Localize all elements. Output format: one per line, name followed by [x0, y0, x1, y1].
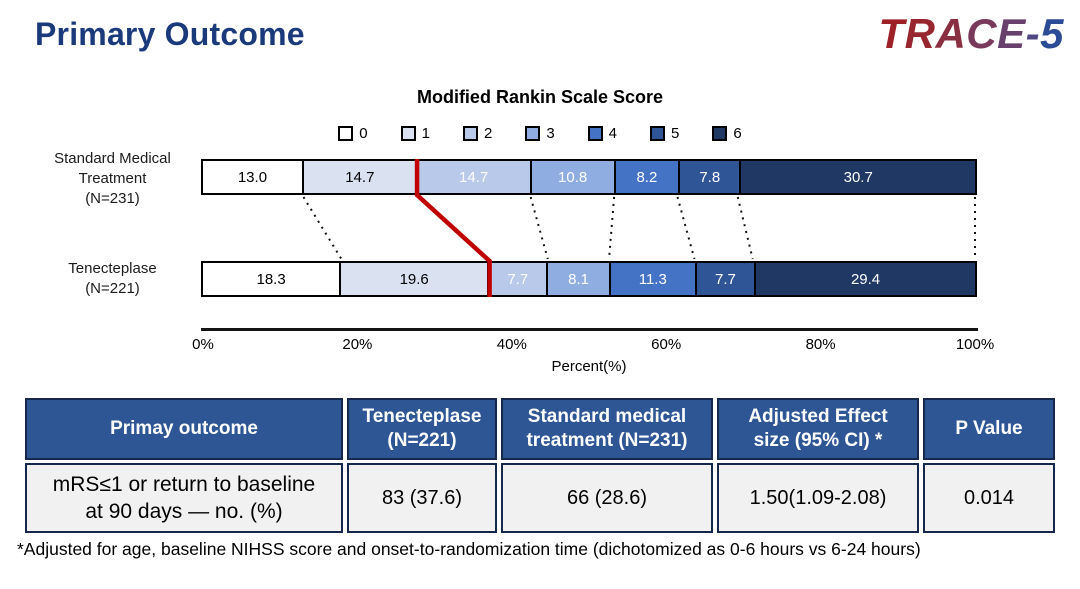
bar-tenecteplase: 18.3 19.6 7.7 8.1 11.3 7.7 29.4: [201, 261, 977, 297]
legend-label: 2: [483, 125, 493, 142]
mrs-stacked-bar-chart: Modified Rankin Scale Score 0 1 2 3 4 5 6 Stan…: [0, 85, 1080, 397]
legend-swatch: [462, 126, 478, 141]
legend-swatch: [587, 126, 603, 141]
bar-segment-mrs-4: 11.3: [610, 263, 697, 295]
table-cell: 0.014: [923, 463, 1055, 533]
chart-title: Modified Rankin Scale Score: [416, 87, 664, 107]
primary-outcome-table: Primay outcome Tenecteplase (N=221) Standa…: [25, 398, 1055, 533]
x-axis-tick: 60%: [651, 336, 682, 353]
bar-segment-mrs-5: 7.7: [696, 263, 757, 295]
legend-label: 0: [359, 125, 368, 142]
x-axis-line: [201, 328, 978, 331]
legend-label: 3: [546, 125, 555, 142]
dotted-connector-line: [529, 196, 549, 260]
table-header-cell: Tenecteplase (N=221): [347, 398, 497, 460]
row-label-standard-medical-treatment: Standard Medical Treatment (N=231): [54, 150, 171, 207]
dotted-connector-line: [676, 196, 696, 260]
logo-letter: -: [1025, 10, 1041, 57]
bar-segment-mrs-6: 30.7: [741, 161, 975, 193]
dotted-connector-line: [736, 196, 754, 260]
bar-segment-mrs-3: 8.1: [548, 263, 611, 295]
table-header-cell: Standard medical treatment (N=231): [501, 398, 713, 460]
chart-legend: 0 1 2 3 4 5 6: [0, 125, 1080, 142]
table-cell: 1.50(1.09-2.08): [717, 463, 919, 533]
bar-segment-mrs-5: 7.8: [680, 161, 742, 193]
trace5-logo: TRACE-5: [878, 10, 1064, 58]
logo-letter: E: [997, 10, 1026, 57]
legend-item-mrs-1: 1: [400, 125, 430, 142]
row-label-tenecteplase: Tenecteplase (N=221): [68, 260, 157, 297]
legend-swatch: [338, 126, 354, 141]
x-axis-label: Percent(%): [551, 358, 627, 375]
bar-segment-mrs-2: 7.7: [489, 263, 549, 295]
legend-swatch: [525, 126, 541, 141]
bar-segment-mrs-2: 14.7: [417, 161, 532, 193]
dotted-connector-line: [608, 196, 616, 260]
legend-item-mrs-6: 6: [712, 125, 742, 142]
legend-label: 1: [421, 125, 430, 142]
legend-item-mrs-3: 3: [525, 125, 555, 142]
table-header-cell: Adjusted Effect size (95% CI) *: [717, 398, 919, 460]
page-title: Primary Outcome: [35, 16, 305, 52]
table-cell: 66 (28.6): [501, 463, 713, 533]
footnote: *Adjusted for age, baseline NIHSS score …: [17, 539, 921, 559]
legend-swatch: [400, 126, 416, 141]
table-header-cell: P Value: [923, 398, 1055, 460]
legend-label: 6: [733, 125, 742, 142]
bar-segment-mrs-1: 14.7: [303, 161, 418, 193]
logo-letter: R: [904, 10, 936, 57]
bar-segment-mrs-4: 8.2: [615, 161, 681, 193]
table-header-cell: Primay outcome: [25, 398, 343, 460]
bar-segment-mrs-0: 13.0: [203, 161, 304, 193]
x-axis-tick: 80%: [805, 336, 836, 353]
legend-swatch: [712, 126, 728, 141]
logo-letter: 5: [1040, 10, 1064, 57]
table-cell: mRS≤1 or return to baseline at 90 days —…: [25, 463, 343, 533]
bar-segment-mrs-0: 18.3: [203, 263, 342, 295]
table-cell: 83 (37.6): [347, 463, 497, 533]
bar-segment-mrs-6: 29.4: [756, 263, 975, 295]
bar-segment-mrs-3: 10.8: [531, 161, 616, 193]
logo-letter: C: [966, 10, 998, 57]
legend-item-mrs-5: 5: [650, 125, 679, 142]
legend-item-mrs-4: 4: [587, 125, 618, 142]
x-axis-tick: 100%: [955, 336, 995, 353]
legend-item-mrs-2: 2: [462, 125, 493, 142]
legend-item-mrs-0: 0: [338, 125, 368, 142]
legend-label: 5: [671, 125, 680, 142]
legend-swatch: [650, 126, 666, 141]
x-axis-tick: 20%: [342, 336, 373, 353]
legend-label: 4: [608, 125, 618, 142]
logo-letter: A: [935, 10, 967, 57]
bar-segment-mrs-1: 19.6: [341, 263, 490, 295]
dotted-connector-line: [302, 196, 343, 260]
bar-standard-medical-treatment: 13.0 14.7 14.7 10.8 8.2 7.8 30.7: [201, 159, 977, 195]
x-axis-tick: 40%: [496, 336, 527, 353]
logo-letter: T: [878, 10, 905, 57]
x-axis-tick: 0%: [192, 336, 214, 353]
